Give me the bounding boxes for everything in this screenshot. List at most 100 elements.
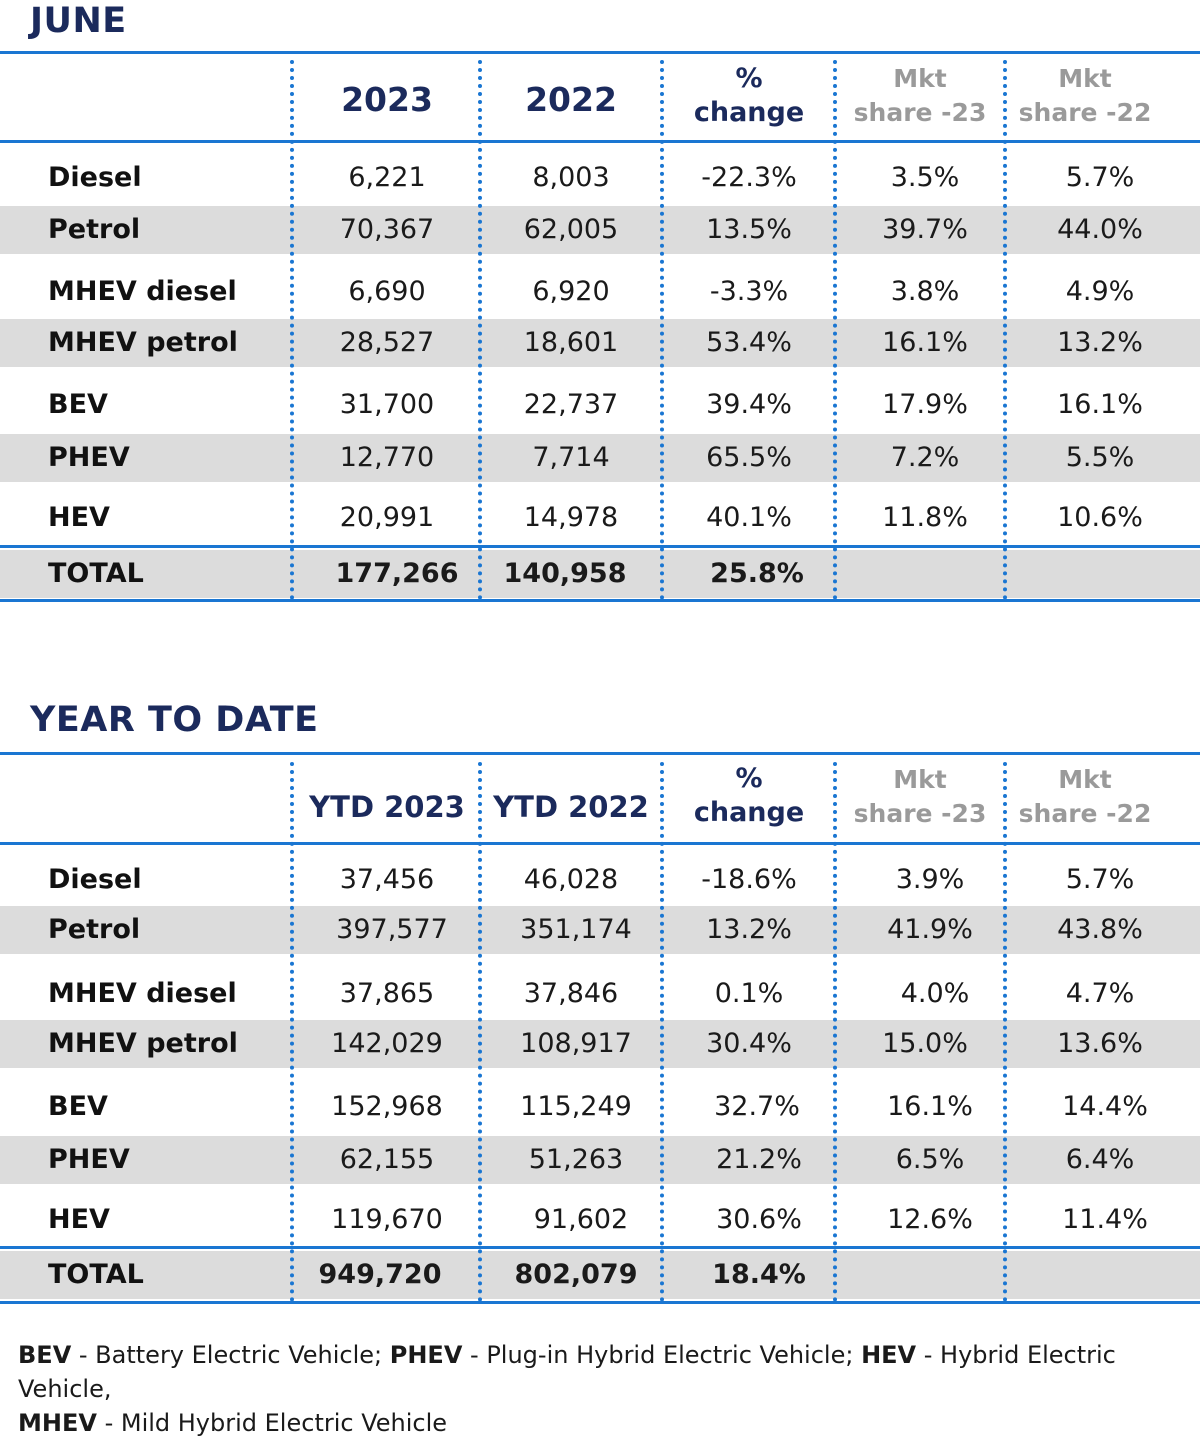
total-label: TOTAL (48, 1259, 144, 1290)
value-mkt-share-23: 4.0% (900, 978, 970, 1009)
total-pct-change: 18.4% (712, 1259, 806, 1290)
value-pct-change: -22.3% (701, 162, 797, 193)
column-divider (660, 60, 664, 600)
value-2022: 6,920 (532, 276, 610, 307)
value-mkt-share-22: 6.4% (1065, 1144, 1135, 1175)
value-2023: 31,700 (339, 389, 435, 420)
value-2023: 20,991 (339, 502, 435, 533)
table-top-rule (0, 752, 1200, 755)
column-divider (660, 762, 664, 1302)
table-row: Petrol 397,577 351,174 13.2% 41.9% 43.8% (0, 906, 1200, 954)
value-2023: 12,770 (339, 442, 435, 473)
column-divider (1003, 762, 1007, 1302)
table-row: PHEV 12,770 7,714 65.5% 7.2% 5.5% (0, 434, 1200, 482)
row-label: HEV (48, 1204, 110, 1235)
value-2023: 28,527 (339, 327, 435, 358)
value-ytd-2022: 91,602 (533, 1204, 629, 1235)
value-pct-change: -3.3% (709, 276, 789, 307)
header-2023: 2023 (341, 80, 433, 119)
value-mkt-share-23: 17.9% (882, 389, 968, 420)
table-row: MHEV petrol 28,527 18,601 53.4% 16.1% 13… (0, 319, 1200, 367)
column-divider (478, 762, 482, 1302)
value-pct-change: 30.4% (706, 1028, 792, 1059)
value-mkt-share-22: 44.0% (1057, 214, 1143, 245)
table-bottom-rule (0, 599, 1200, 602)
value-2022: 8,003 (532, 162, 610, 193)
value-ytd-2023: 37,456 (339, 864, 435, 895)
value-pct-change: 0.1% (714, 978, 784, 1009)
june-table: 2023 2022 % change Mkt share -23 Mkt sha… (0, 0, 1200, 605)
total-pct-change: 25.8% (710, 558, 804, 589)
value-ytd-2023: 397,577 (336, 914, 448, 945)
value-pct-change: 40.1% (706, 502, 792, 533)
table-row: MHEV diesel 6,690 6,920 -3.3% 3.8% 4.9% (0, 268, 1200, 316)
value-mkt-share-22: 10.6% (1057, 502, 1143, 533)
abbr-phev: PHEV (389, 1341, 463, 1369)
value-mkt-share-22: 5.5% (1065, 442, 1135, 473)
row-label: BEV (48, 1091, 108, 1122)
table-bottom-rule (0, 1301, 1200, 1304)
row-label: PHEV (48, 442, 130, 473)
row-label: Petrol (48, 214, 141, 245)
header-pct-change: % change (693, 63, 805, 128)
total-2023: 177,266 (335, 558, 459, 589)
value-2022: 18,601 (523, 327, 619, 358)
header-mkt-share-23: Mkt share -23 (853, 765, 987, 828)
abbr-bev: BEV (18, 1341, 72, 1369)
header-mkt-share-22: Mkt share -22 (1018, 765, 1152, 828)
table-row: Diesel 37,456 46,028 -18.6% 3.9% 5.7% (0, 856, 1200, 904)
value-pct-change: 21.2% (716, 1144, 802, 1175)
value-mkt-share-22: 13.2% (1057, 327, 1143, 358)
value-pct-change: 53.4% (706, 327, 792, 358)
value-mkt-share-23: 12.6% (887, 1204, 973, 1235)
value-mkt-share-23: 7.2% (890, 442, 960, 473)
value-mkt-share-23: 15.0% (882, 1028, 968, 1059)
value-2023: 70,367 (339, 214, 435, 245)
value-2022: 14,978 (523, 502, 619, 533)
value-mkt-share-23: 6.5% (895, 1144, 965, 1175)
value-2022: 7,714 (532, 442, 610, 473)
value-mkt-share-23: 11.8% (882, 502, 968, 533)
value-mkt-share-23: 39.7% (882, 214, 968, 245)
value-ytd-2023: 37,865 (339, 978, 435, 1009)
column-divider (833, 60, 837, 600)
column-divider (1003, 60, 1007, 600)
table-row: MHEV diesel 37,865 37,846 0.1% 4.0% 4.7% (0, 970, 1200, 1018)
table-row: MHEV petrol 142,029 108,917 30.4% 15.0% … (0, 1020, 1200, 1068)
value-mkt-share-23: 3.5% (890, 162, 960, 193)
row-label: PHEV (48, 1144, 130, 1175)
total-top-rule (0, 1246, 1200, 1249)
value-mkt-share-22: 13.6% (1057, 1028, 1143, 1059)
row-label: Petrol (48, 914, 141, 945)
value-pct-change: 13.5% (706, 214, 792, 245)
total-row: TOTAL 177,266 140,958 25.8% (0, 550, 1200, 598)
value-mkt-share-23: 16.1% (882, 327, 968, 358)
row-label: MHEV diesel (48, 276, 237, 307)
table-row: BEV 152,968 115,249 32.7% 16.1% 14.4% (0, 1083, 1200, 1131)
value-2023: 6,690 (348, 276, 426, 307)
header-mkt-share-22: Mkt share -22 (1018, 64, 1152, 127)
value-2022: 22,737 (523, 389, 619, 420)
row-label: Diesel (48, 162, 142, 193)
total-label: TOTAL (48, 558, 144, 589)
abbr-mhev: MHEV (18, 1409, 97, 1437)
value-ytd-2022: 37,846 (523, 978, 619, 1009)
footnote-legend: BEV - Battery Electric Vehicle; PHEV - P… (18, 1338, 1188, 1440)
header-bottom-rule (0, 140, 1200, 143)
row-label: HEV (48, 502, 110, 533)
header-mkt-share-23: Mkt share -23 (853, 64, 987, 127)
value-mkt-share-22: 16.1% (1057, 389, 1143, 420)
value-mkt-share-23: 41.9% (887, 914, 973, 945)
column-divider (290, 762, 294, 1302)
value-ytd-2022: 51,263 (528, 1144, 624, 1175)
row-label: MHEV diesel (48, 978, 237, 1009)
ytd-table: YTD 2023 YTD 2022 % change Mkt share -23… (0, 700, 1200, 1310)
value-pct-change: 30.6% (716, 1204, 802, 1235)
value-2023: 6,221 (348, 162, 426, 193)
column-divider (478, 60, 482, 600)
value-pct-change: -18.6% (701, 864, 797, 895)
header-ytd-2022: YTD 2022 (493, 790, 649, 824)
table-top-rule (0, 51, 1200, 54)
table-row: HEV 119,670 91,602 30.6% 12.6% 11.4% (0, 1196, 1200, 1244)
value-ytd-2023: 152,968 (331, 1091, 443, 1122)
